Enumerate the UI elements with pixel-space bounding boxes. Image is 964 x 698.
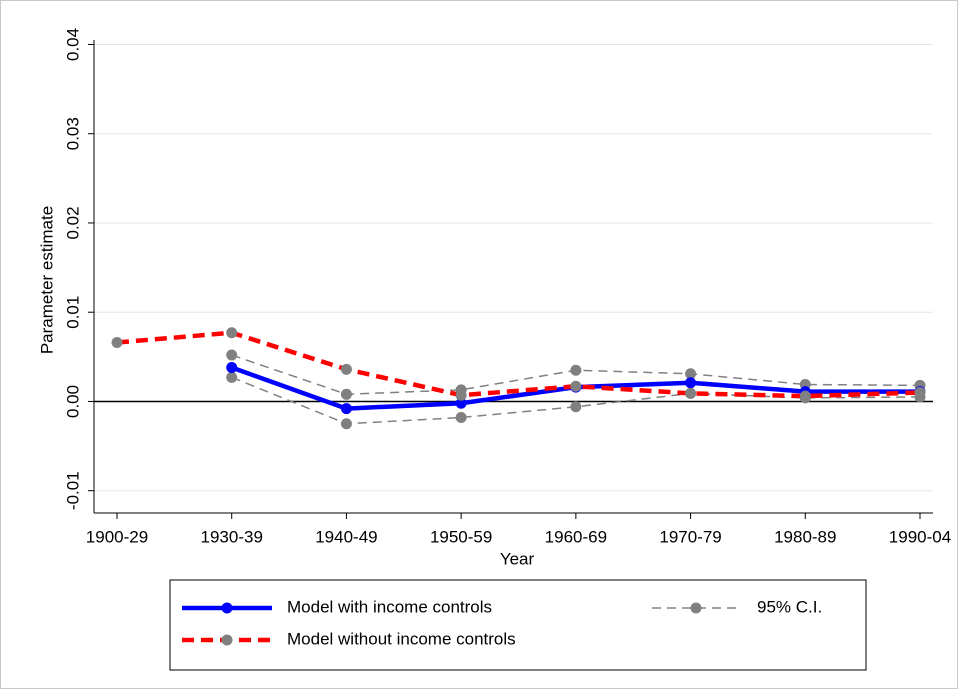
x-tick-label: 1960-69 (545, 527, 607, 546)
y-tick-label: 0.00 (63, 385, 82, 418)
legend-marker (221, 634, 233, 646)
series-line-marker (226, 327, 238, 339)
series-line-marker (570, 380, 582, 392)
x-tick-label: 1930-39 (201, 527, 263, 546)
x-tick-label: 1940-49 (315, 527, 377, 546)
series-line-marker (226, 362, 238, 374)
ci-upper-marker (685, 368, 697, 380)
y-tick-label: 0.04 (63, 28, 82, 61)
y-tick-label: -0.01 (63, 471, 82, 510)
legend (169, 579, 867, 671)
x-tick-label: 1980-89 (774, 527, 836, 546)
series-line-marker (455, 397, 467, 409)
series-line-marker (111, 337, 123, 349)
x-tick-label: 1990-04 (889, 527, 951, 546)
series-line-marker (914, 387, 926, 399)
x-tick-label: 1950-59 (430, 527, 492, 546)
x-tick-label: 1900-29 (86, 527, 148, 546)
ci-lower-marker (340, 418, 352, 430)
x-tick-label: 1970-79 (659, 527, 721, 546)
series-line-marker (455, 389, 467, 401)
ci-lower-marker (226, 371, 238, 383)
legend-marker (221, 602, 233, 614)
legend-label: Model with income controls (287, 597, 492, 616)
ci-lower-marker (570, 401, 582, 413)
y-tick-label: 0.02 (63, 206, 82, 239)
legend-label: 95% C.I. (757, 597, 822, 616)
series-line (116, 330, 921, 399)
ci-upper-marker (570, 364, 582, 376)
ci-lower-marker (455, 412, 467, 424)
ci-upper-marker (340, 388, 352, 400)
ci-upper-marker (226, 349, 238, 361)
y-tick-label: 0.01 (63, 296, 82, 329)
legend-label: Model without income controls (287, 629, 516, 648)
series-line-marker (340, 403, 352, 415)
series-line-marker (340, 363, 352, 375)
y-axis-title: Parameter estimate (37, 206, 56, 354)
x-axis-title: Year (500, 549, 535, 568)
legend-marker (690, 602, 702, 614)
series-line-marker (799, 390, 811, 402)
series-line-marker (685, 387, 697, 399)
y-tick-label: 0.03 (63, 117, 82, 150)
series-line-marker (685, 377, 697, 389)
